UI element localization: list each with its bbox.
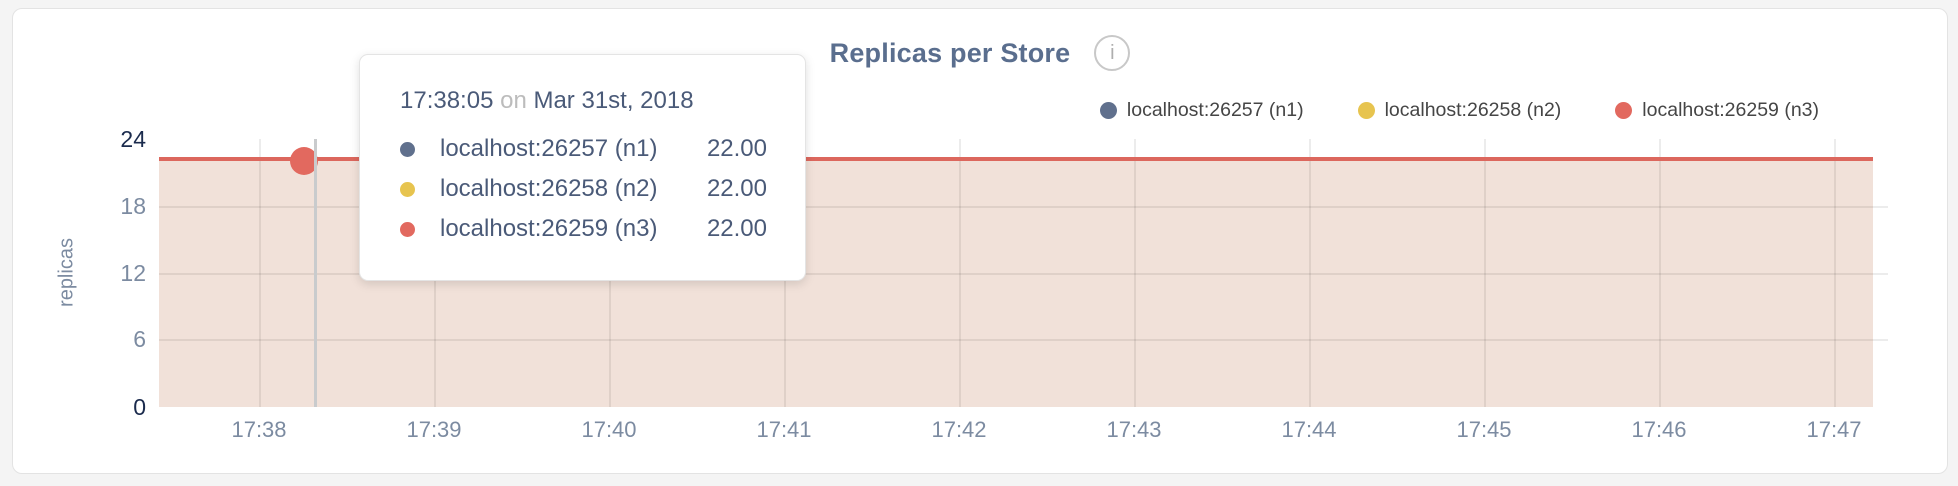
gridline-vertical [1484, 139, 1486, 407]
y-tick-label: 0 [133, 394, 146, 420]
series-dot-icon [400, 141, 415, 157]
x-tick-label: 17:41 [756, 417, 812, 442]
chart-card: Replicas per Store i localhost:26257 (n1… [12, 8, 1948, 474]
series-line-22[interactable] [159, 157, 1873, 161]
tooltip-date: Mar 31st, 2018 [533, 87, 694, 114]
info-icon[interactable]: i [1094, 35, 1131, 71]
hover-crosshair-line [314, 139, 317, 407]
gridline-vertical [1134, 139, 1136, 407]
tooltip-timestamp: 17:38:05 on Mar 31st, 2018 [400, 87, 767, 115]
y-tick-label: 6 [133, 326, 146, 352]
legend-label: localhost:26257 (n1) [1126, 99, 1304, 121]
tooltip-row: localhost:26258 (n2) 22.00 [400, 169, 767, 209]
legend-dot-icon [1615, 102, 1633, 119]
x-tick-label: 17:43 [1106, 417, 1162, 442]
gridline-vertical [1659, 139, 1661, 407]
y-tick-label: 18 [120, 193, 146, 219]
legend-dot-icon [1099, 102, 1117, 119]
gridline-horizontal [159, 273, 1888, 275]
tooltip-series-name: localhost:26259 (n3) [440, 215, 658, 242]
series-dot-icon [400, 221, 415, 237]
gridline-vertical [959, 139, 961, 407]
tooltip-series-value: 22.00 [706, 215, 767, 242]
x-tick-label: 17:42 [931, 417, 987, 442]
legend-dot-icon [1357, 102, 1375, 119]
x-tick-label: 17:45 [1456, 417, 1512, 442]
tooltip-series-value: 22.00 [706, 135, 767, 162]
legend-item-n2[interactable]: localhost:26258 (n2) [1357, 99, 1562, 122]
tooltip-series-name: localhost:26257 (n1) [440, 135, 658, 162]
x-tick-label: 17:46 [1631, 417, 1687, 442]
x-tick-label: 17:39 [406, 417, 462, 442]
chart-header: Replicas per Store i [13, 35, 1947, 71]
x-tick-label: 17:38 [231, 417, 287, 442]
legend-label: localhost:26258 (n2) [1384, 99, 1562, 121]
tooltip-time: 17:38:05 [400, 87, 494, 114]
y-tick-label: 24 [120, 126, 146, 152]
gridline-vertical [259, 139, 261, 407]
chart-tooltip: 17:38:05 on Mar 31st, 2018 localhost:262… [359, 54, 806, 281]
gridline-vertical [1834, 139, 1836, 407]
chart-title: Replicas per Store [829, 37, 1071, 68]
gridline-horizontal [159, 206, 1888, 208]
y-tick-label: 12 [120, 260, 146, 286]
hover-point[interactable] [290, 147, 318, 175]
tooltip-conjunction: on [500, 87, 527, 114]
tooltip-row: localhost:26259 (n3) 22.00 [400, 209, 767, 249]
legend: localhost:26257 (n1) localhost:26258 (n2… [1099, 99, 1819, 122]
x-tick-label: 17:44 [1281, 417, 1337, 442]
x-tick-label: 17:47 [1806, 417, 1862, 442]
tooltip-row: localhost:26257 (n1) 22.00 [400, 129, 767, 169]
series-dot-icon [400, 181, 415, 197]
tooltip-series-name: localhost:26258 (n2) [440, 175, 658, 202]
legend-item-n1[interactable]: localhost:26257 (n1) [1099, 99, 1304, 122]
gridline-horizontal [159, 339, 1888, 341]
legend-item-n3[interactable]: localhost:26259 (n3) [1615, 99, 1819, 122]
legend-label: localhost:26259 (n3) [1642, 99, 1819, 121]
gridline-vertical [1309, 139, 1311, 407]
tooltip-series-value: 22.00 [706, 175, 767, 202]
x-tick-label: 17:40 [581, 417, 637, 442]
